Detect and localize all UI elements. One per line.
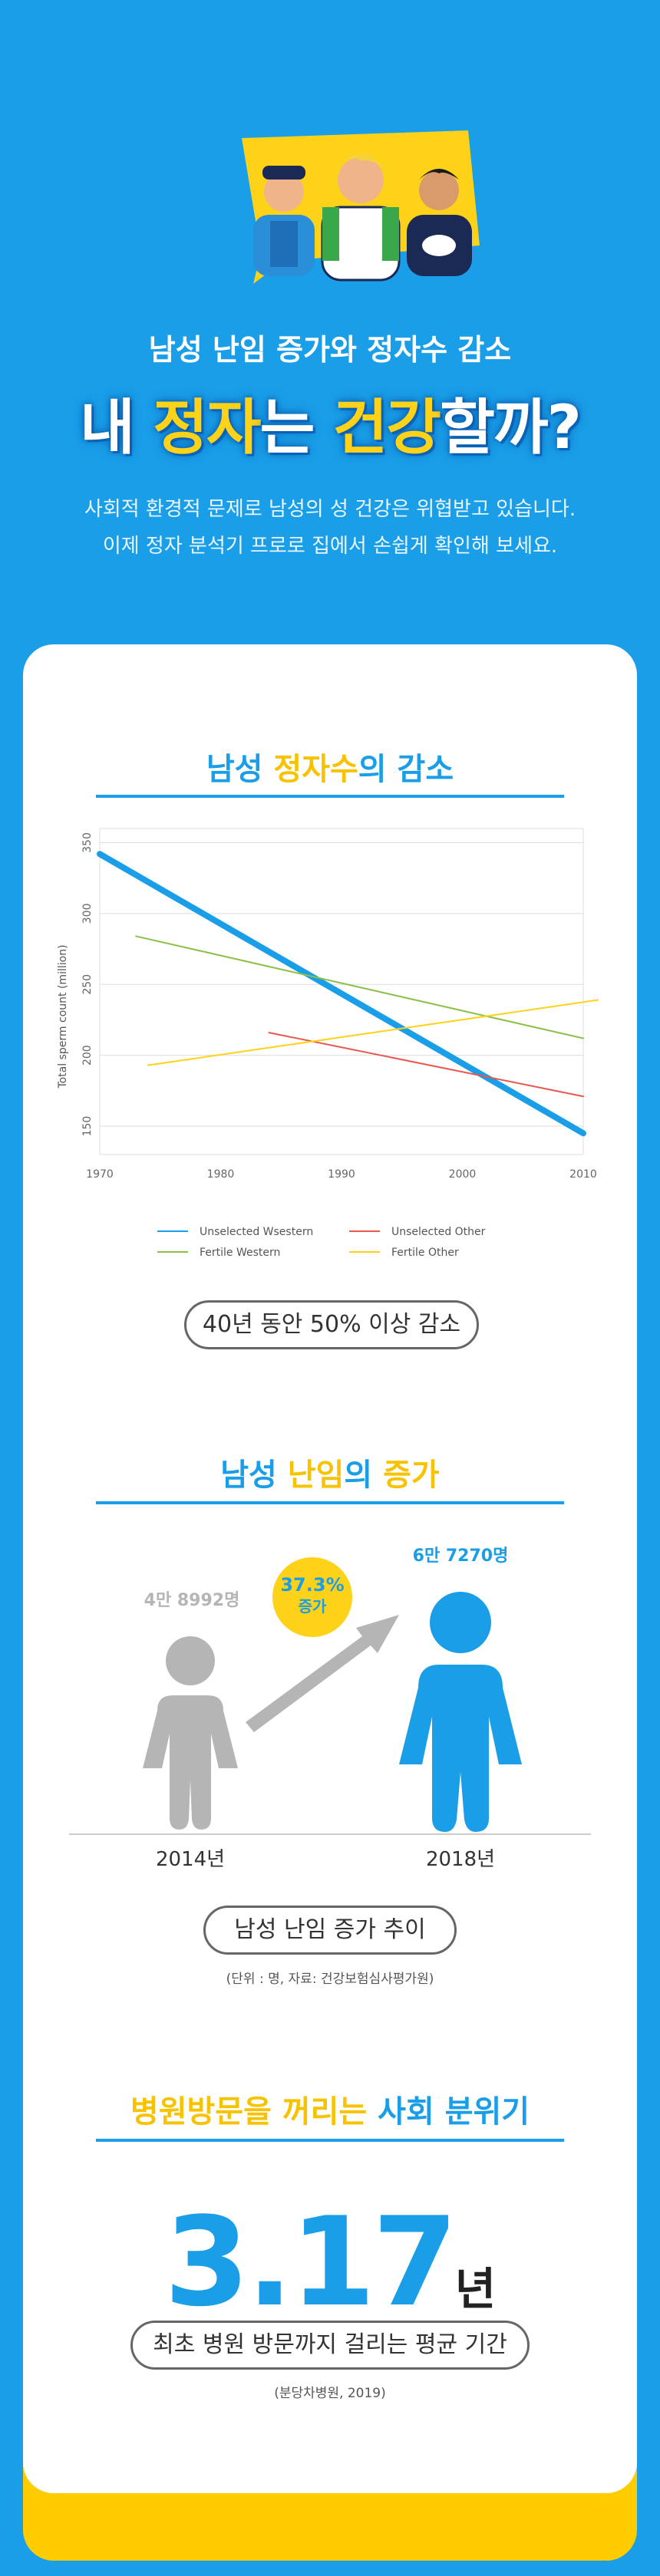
x-tick-label: 1990 bbox=[328, 1168, 355, 1181]
year-2018: 2018년 bbox=[425, 1848, 496, 1871]
section2-title-part: 의 bbox=[344, 1458, 384, 1493]
section2-underline bbox=[96, 1501, 564, 1504]
series-line bbox=[97, 851, 586, 1137]
y-tick-label: 350 bbox=[81, 832, 94, 853]
hero-title-highlight: 정자 bbox=[153, 394, 262, 463]
growth-badge bbox=[272, 1557, 352, 1637]
y-tick-label: 250 bbox=[81, 974, 94, 995]
person-2014-icon bbox=[143, 1636, 238, 1830]
growth-arrow-icon bbox=[246, 1615, 399, 1732]
section2-source-note: (단위 : 명, 자료: 건강보험심사평가원) bbox=[226, 1972, 434, 1987]
hero-description: 사회적 환경적 문제로 남성의 성 건강은 위협받고 있습니다. 이제 정자 분… bbox=[0, 491, 660, 565]
legend-label: Unselected Wsestern bbox=[200, 1226, 313, 1238]
count-2018-label: 6만 7270명 bbox=[412, 1547, 509, 1566]
section3-title-highlight: 사회 분위기 bbox=[378, 2094, 530, 2130]
section3-title-part: 병원방문을 꺼리는 bbox=[130, 2094, 378, 2130]
series-line bbox=[147, 999, 599, 1066]
section1-title: 남성 정자수의 감소 bbox=[23, 744, 637, 789]
series-line bbox=[268, 1032, 584, 1098]
y-tick-label: 200 bbox=[81, 1045, 94, 1066]
growth-badge-text: 37.3% 증가 bbox=[274, 1574, 351, 1617]
person-2018-icon bbox=[399, 1592, 522, 1832]
x-tick-label: 2010 bbox=[569, 1168, 597, 1181]
plot-frame bbox=[99, 828, 584, 1155]
section1-title-part: 남성 bbox=[206, 752, 274, 787]
legend-label: Fertile Western bbox=[200, 1247, 280, 1259]
hero-section: 남성 난임 증가와 정자수 감소 내 정자는 건강할까? 사회적 환경적 문제로… bbox=[0, 0, 660, 629]
average-delay-number: 3.17 bbox=[163, 2190, 458, 2334]
y-axis-label: Total sperm count (million) bbox=[57, 944, 69, 1089]
section2-title-highlight: 난임 bbox=[287, 1458, 345, 1493]
hero-title-part: 는 bbox=[259, 394, 333, 463]
section3-underline bbox=[96, 2139, 564, 2142]
hero-subtitle: 남성 난임 증가와 정자수 감소 bbox=[148, 333, 512, 367]
sperm-count-chart: 150 200 250 300 350 1970 1980 1990 2000 2010 Tot… bbox=[57, 828, 599, 1259]
legend-label: Unselected Other bbox=[391, 1226, 486, 1238]
growth-label: 증가 bbox=[298, 1597, 327, 1616]
x-tick-label: 1970 bbox=[86, 1168, 114, 1181]
infertility-figure bbox=[69, 1557, 591, 1835]
man-middle-icon bbox=[321, 153, 401, 282]
section1-underline bbox=[96, 795, 564, 798]
hero-title-part: 내 bbox=[80, 394, 153, 463]
x-tick-label: 1980 bbox=[207, 1168, 235, 1181]
hero-title-highlight: 건강 bbox=[332, 394, 442, 463]
section3-source-note: (분당차병원, 2019) bbox=[274, 2386, 386, 2401]
hero-title: 내 정자는 건강할까? bbox=[0, 380, 660, 466]
hero-title-part: 할까? bbox=[440, 394, 582, 463]
hero-desc-line: 이제 정자 분석기 프로로 집에서 손쉽게 확인해 보세요. bbox=[102, 535, 558, 558]
hero-desc-line: 사회적 환경적 문제로 남성의 성 건강은 위협받고 있습니다. bbox=[84, 498, 576, 521]
man-right-icon bbox=[407, 169, 472, 276]
section1-title-part: 의 감소 bbox=[358, 752, 454, 787]
legend-label: Fertile Other bbox=[391, 1247, 459, 1259]
series-line bbox=[135, 935, 584, 1039]
growth-pct: 37.3% bbox=[280, 1574, 345, 1596]
count-2014-label: 4만 8992명 bbox=[144, 1591, 240, 1610]
section2-title-highlight: 증가 bbox=[383, 1458, 440, 1493]
y-tick-label: 150 bbox=[81, 1116, 94, 1137]
y-tick-label: 300 bbox=[81, 904, 94, 924]
section1-title-highlight: 정자수 bbox=[273, 752, 358, 787]
section2-title-part: 남성 bbox=[220, 1458, 288, 1493]
year-2014: 2014년 bbox=[155, 1848, 226, 1871]
section2-title: 남성 난임의 증가 bbox=[23, 1450, 637, 1494]
baseline-divider bbox=[69, 1833, 591, 1835]
three-men-illustration bbox=[242, 130, 480, 284]
average-delay-unit: 년 bbox=[454, 2263, 497, 2315]
section2-summary-pill: 남성 난임 증가 추이 bbox=[203, 1906, 457, 1955]
section1-summary-pill: 40년 동안 50% 이상 감소 bbox=[184, 1300, 479, 1349]
section3-title: 병원방문을 꺼리는 사회 분위기 bbox=[23, 2087, 637, 2131]
average-delay-stat: 3.17년 bbox=[23, 2190, 637, 2334]
x-tick-label: 2000 bbox=[449, 1168, 477, 1181]
section3-summary-pill: 최초 병원 방문까지 걸리는 평균 기간 bbox=[130, 2321, 530, 2370]
man-left-icon bbox=[253, 166, 315, 276]
